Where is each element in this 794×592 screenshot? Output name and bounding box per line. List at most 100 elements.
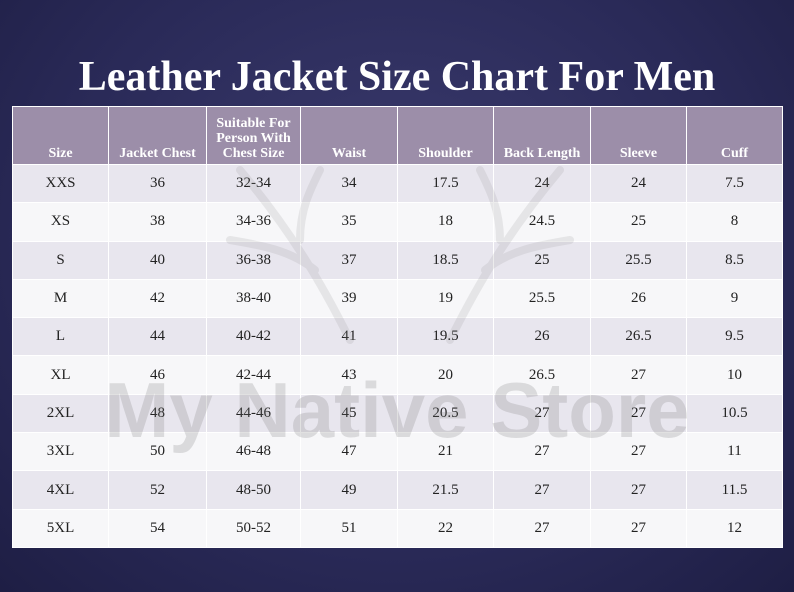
size-cell: S bbox=[12, 240, 109, 280]
table-cell: 19 bbox=[397, 278, 494, 319]
size-cell: M bbox=[12, 278, 109, 319]
table-cell: 36 bbox=[108, 163, 207, 204]
size-cell: 3XL bbox=[12, 432, 109, 472]
table-cell: 26.5 bbox=[493, 355, 591, 395]
table-row: XL 46 42-44 43 20 26.5 27 10 bbox=[12, 355, 783, 395]
table-cell: 8 bbox=[686, 202, 783, 242]
table-row: 5XL 54 50-52 51 22 27 27 12 bbox=[12, 508, 783, 549]
column-header: Size bbox=[12, 106, 109, 165]
table-cell: 39 bbox=[300, 278, 398, 319]
table-cell: 46-48 bbox=[206, 432, 301, 472]
table-cell: 40-42 bbox=[206, 317, 301, 357]
table-cell: 37 bbox=[300, 240, 398, 280]
table-cell: 27 bbox=[590, 355, 687, 395]
table-cell: 49 bbox=[300, 470, 398, 510]
table-cell: 19.5 bbox=[397, 317, 494, 357]
table-cell: 21.5 bbox=[397, 470, 494, 510]
table-cell: 22 bbox=[397, 508, 494, 549]
table-row: L 44 40-42 41 19.5 26 26.5 9.5 bbox=[12, 317, 783, 357]
table-cell: 54 bbox=[108, 508, 207, 549]
column-header: Suitable For Person With Chest Size bbox=[206, 106, 301, 165]
table-cell: 24 bbox=[493, 163, 591, 204]
table-cell: 9.5 bbox=[686, 317, 783, 357]
size-cell: XS bbox=[12, 202, 109, 242]
size-table: Size Jacket Chest Suitable For Person With… bbox=[12, 106, 783, 549]
table-head: Size Jacket Chest Suitable For Person With… bbox=[12, 106, 783, 165]
table-cell: 24 bbox=[590, 163, 687, 204]
table-cell: 27 bbox=[493, 508, 591, 549]
size-cell: XXS bbox=[12, 163, 109, 204]
table-cell: 27 bbox=[493, 432, 591, 472]
size-cell: 4XL bbox=[12, 470, 109, 510]
column-header: Cuff bbox=[686, 106, 783, 165]
table-cell: 27 bbox=[590, 470, 687, 510]
table-cell: 20.5 bbox=[397, 393, 494, 434]
table-row: XS 38 34-36 35 18 24.5 25 8 bbox=[12, 202, 783, 242]
table-cell: 12 bbox=[686, 508, 783, 549]
table-cell: 38-40 bbox=[206, 278, 301, 319]
table-cell: 43 bbox=[300, 355, 398, 395]
table-body: XXS 36 32-34 34 17.5 24 24 7.5 XS 38 34-36 35 18 24.5… bbox=[12, 163, 783, 549]
table-cell: 46 bbox=[108, 355, 207, 395]
table-cell: 27 bbox=[590, 393, 687, 434]
table-cell: 41 bbox=[300, 317, 398, 357]
table-cell: 38 bbox=[108, 202, 207, 242]
table-cell: 10.5 bbox=[686, 393, 783, 434]
table-cell: 48-50 bbox=[206, 470, 301, 510]
table-row: 3XL 50 46-48 47 21 27 27 11 bbox=[12, 432, 783, 472]
column-header: Shoulder bbox=[397, 106, 494, 165]
table-cell: 7.5 bbox=[686, 163, 783, 204]
table-cell: 9 bbox=[686, 278, 783, 319]
table-cell: 34-36 bbox=[206, 202, 301, 242]
table-cell: 52 bbox=[108, 470, 207, 510]
size-cell: 5XL bbox=[12, 508, 109, 549]
table-cell: 8.5 bbox=[686, 240, 783, 280]
table-cell: 44-46 bbox=[206, 393, 301, 434]
table-cell: 26.5 bbox=[590, 317, 687, 357]
table-cell: 11.5 bbox=[686, 470, 783, 510]
table-cell: 18 bbox=[397, 202, 494, 242]
table-row: 2XL 48 44-46 45 20.5 27 27 10.5 bbox=[12, 393, 783, 434]
table-cell: 50-52 bbox=[206, 508, 301, 549]
table-cell: 32-34 bbox=[206, 163, 301, 204]
table-cell: 42 bbox=[108, 278, 207, 319]
column-header: Back Length bbox=[493, 106, 591, 165]
size-cell: XL bbox=[12, 355, 109, 395]
column-header: Waist bbox=[300, 106, 398, 165]
table-cell: 25 bbox=[493, 240, 591, 280]
table-cell: 27 bbox=[590, 432, 687, 472]
table-cell: 36-38 bbox=[206, 240, 301, 280]
table-cell: 48 bbox=[108, 393, 207, 434]
table-row: M 42 38-40 39 19 25.5 26 9 bbox=[12, 278, 783, 319]
table-cell: 24.5 bbox=[493, 202, 591, 242]
table-cell: 25.5 bbox=[493, 278, 591, 319]
table-cell: 51 bbox=[300, 508, 398, 549]
table-cell: 20 bbox=[397, 355, 494, 395]
table-cell: 34 bbox=[300, 163, 398, 204]
table-cell: 11 bbox=[686, 432, 783, 472]
table-row: S 40 36-38 37 18.5 25 25.5 8.5 bbox=[12, 240, 783, 280]
size-cell: L bbox=[12, 317, 109, 357]
header-row: Size Jacket Chest Suitable For Person With… bbox=[12, 106, 783, 165]
column-header: Jacket Chest bbox=[108, 106, 207, 165]
table-cell: 42-44 bbox=[206, 355, 301, 395]
table-cell: 18.5 bbox=[397, 240, 494, 280]
table-cell: 45 bbox=[300, 393, 398, 434]
table-cell: 50 bbox=[108, 432, 207, 472]
size-cell: 2XL bbox=[12, 393, 109, 434]
table-row: 4XL 52 48-50 49 21.5 27 27 11.5 bbox=[12, 470, 783, 510]
column-header: Sleeve bbox=[590, 106, 687, 165]
table-cell: 35 bbox=[300, 202, 398, 242]
table-cell: 27 bbox=[493, 470, 591, 510]
table-cell: 17.5 bbox=[397, 163, 494, 204]
table-cell: 44 bbox=[108, 317, 207, 357]
table-cell: 21 bbox=[397, 432, 494, 472]
table-cell: 26 bbox=[493, 317, 591, 357]
table-cell: 40 bbox=[108, 240, 207, 280]
table-cell: 27 bbox=[590, 508, 687, 549]
table-cell: 25 bbox=[590, 202, 687, 242]
table-row: XXS 36 32-34 34 17.5 24 24 7.5 bbox=[12, 163, 783, 204]
table-cell: 25.5 bbox=[590, 240, 687, 280]
table-cell: 26 bbox=[590, 278, 687, 319]
